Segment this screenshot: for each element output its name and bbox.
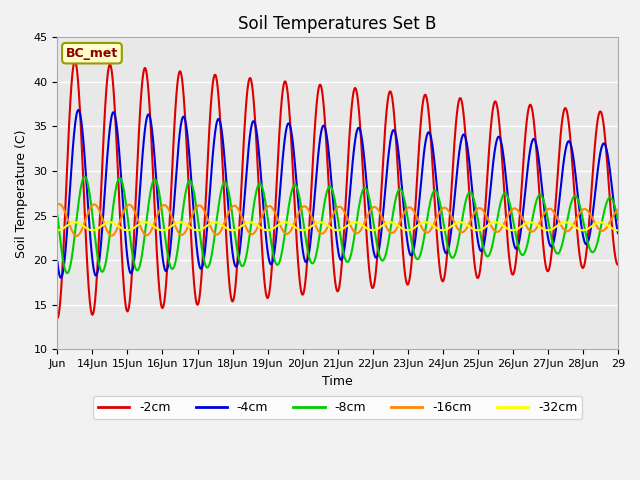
-8cm (269, 249, 276, 254)
-32cm (293, 226, 301, 231)
-8cm (81, 174, 88, 180)
-8cm (54, 213, 61, 218)
-4cm (118, 183, 125, 189)
Line: -8cm: -8cm (58, 177, 618, 273)
-2cm (269, 255, 276, 261)
Legend: -2cm, -4cm, -8cm, -16cm, -32cm: -2cm, -4cm, -8cm, -16cm, -32cm (93, 396, 582, 419)
-2cm (71, 59, 79, 64)
X-axis label: Time: Time (323, 374, 353, 387)
-2cm (293, 240, 301, 245)
-2cm (543, 267, 550, 273)
-2cm (603, 158, 611, 164)
Line: -4cm: -4cm (58, 110, 618, 278)
-16cm (269, 205, 276, 211)
-4cm (57, 275, 65, 281)
-8cm (543, 211, 550, 217)
-4cm (54, 259, 61, 264)
-2cm (151, 208, 159, 214)
-8cm (63, 270, 71, 276)
-16cm (55, 201, 63, 207)
-2cm (54, 315, 61, 321)
-8cm (151, 177, 159, 182)
-8cm (293, 185, 301, 191)
-8cm (604, 198, 611, 204)
-32cm (269, 226, 276, 232)
Text: BC_met: BC_met (66, 47, 118, 60)
-32cm (543, 228, 550, 233)
-2cm (614, 262, 621, 267)
-2cm (118, 245, 125, 251)
-8cm (118, 178, 125, 184)
-4cm (604, 149, 611, 155)
-32cm (614, 228, 621, 233)
-32cm (151, 224, 159, 230)
Y-axis label: Soil Temperature (C): Soil Temperature (C) (15, 129, 28, 258)
Line: -2cm: -2cm (58, 61, 618, 318)
-16cm (118, 214, 125, 219)
-16cm (73, 233, 81, 239)
-4cm (74, 107, 82, 113)
Line: -16cm: -16cm (58, 204, 618, 236)
-4cm (293, 186, 301, 192)
-16cm (614, 207, 621, 213)
-32cm (603, 222, 611, 228)
-16cm (604, 224, 611, 229)
-4cm (269, 258, 276, 264)
-4cm (614, 230, 621, 236)
-16cm (543, 207, 550, 213)
-16cm (54, 202, 61, 208)
-32cm (54, 228, 61, 233)
-16cm (293, 214, 301, 219)
-32cm (176, 219, 184, 225)
Line: -32cm: -32cm (58, 222, 618, 230)
-4cm (151, 159, 159, 165)
Title: Soil Temperatures Set B: Soil Temperatures Set B (239, 15, 437, 33)
-16cm (151, 218, 159, 224)
-8cm (614, 216, 621, 222)
-4cm (543, 228, 550, 233)
-32cm (118, 225, 125, 231)
